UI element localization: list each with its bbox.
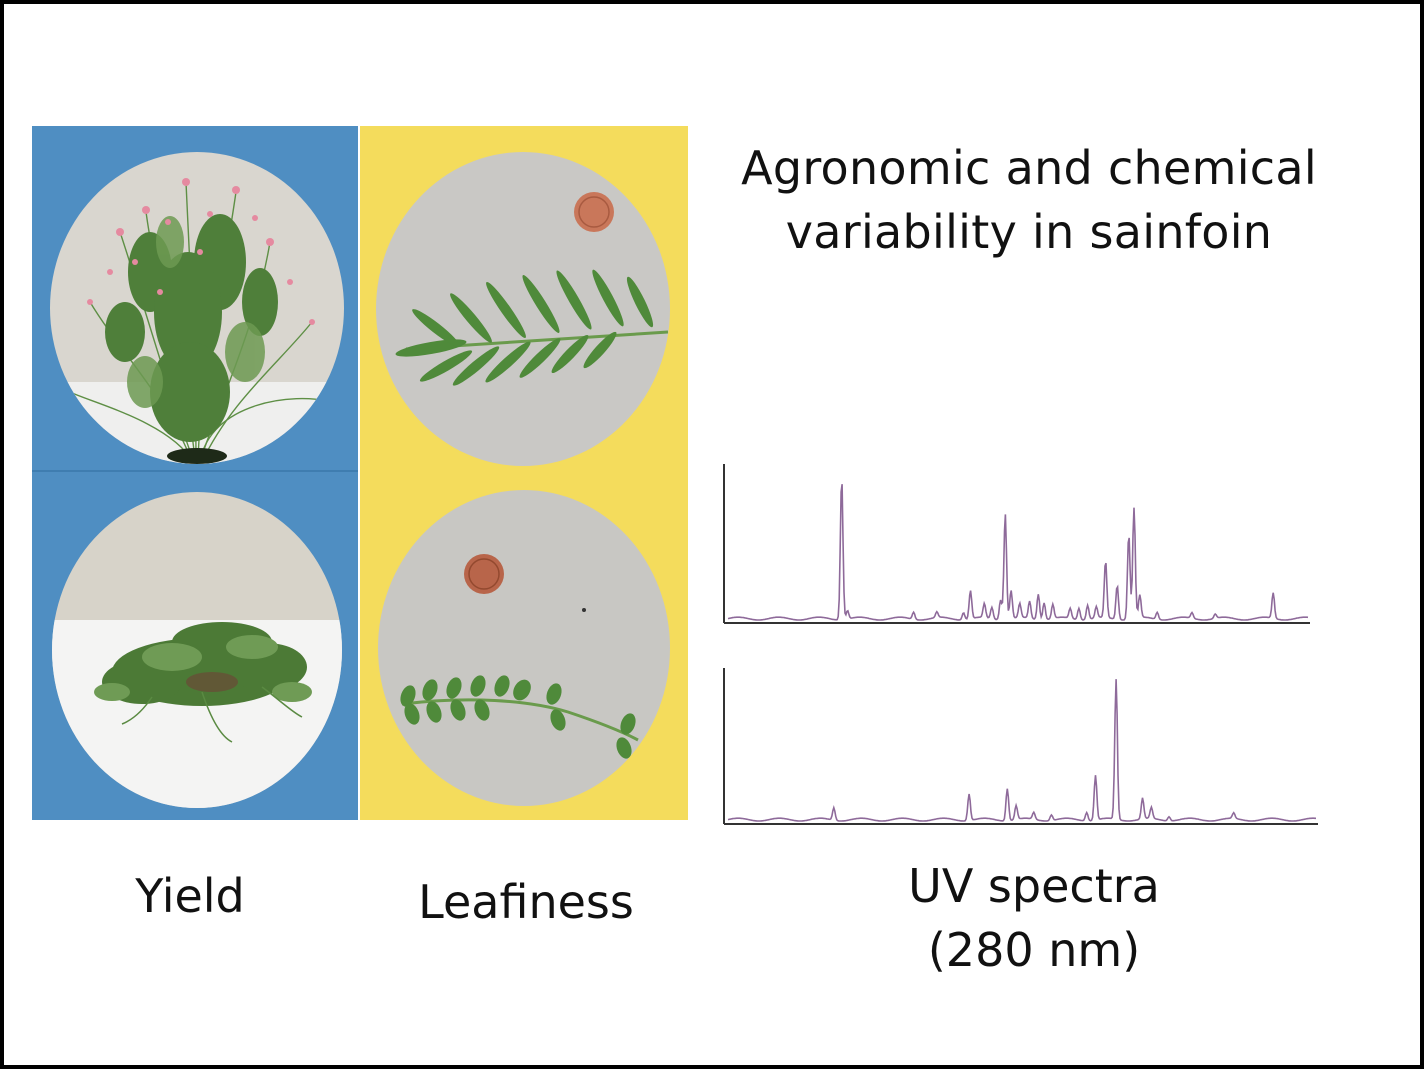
- yield-panel-divider: [32, 470, 358, 472]
- spectrum-top-trace: [727, 484, 1309, 621]
- spectrum-bottom-trace: [727, 679, 1316, 822]
- uv-spectrum-bottom: [723, 668, 1318, 825]
- figure-heading: Agronomic and chemical variability in sa…: [741, 141, 1317, 259]
- uv-spectra-caption: UV spectra (280 nm): [908, 859, 1160, 977]
- photo-panel: [32, 126, 688, 820]
- small-leaf-illustration: [378, 490, 670, 806]
- prostrate-plant-illustration: [52, 492, 342, 808]
- narrow-leaf-illustration: [376, 152, 670, 466]
- leafiness-caption: Leafiness: [418, 875, 634, 929]
- upright-plant-illustration: [50, 152, 344, 464]
- leafiness-leaf-small-photo: [378, 490, 670, 806]
- yield-caption: Yield: [135, 869, 245, 923]
- uv-spectrum-top: [723, 464, 1310, 624]
- yield-plant-upright-photo: [50, 152, 344, 464]
- yield-plant-prostrate-photo: [52, 492, 342, 808]
- leafiness-leaf-narrow-photo: [376, 152, 670, 466]
